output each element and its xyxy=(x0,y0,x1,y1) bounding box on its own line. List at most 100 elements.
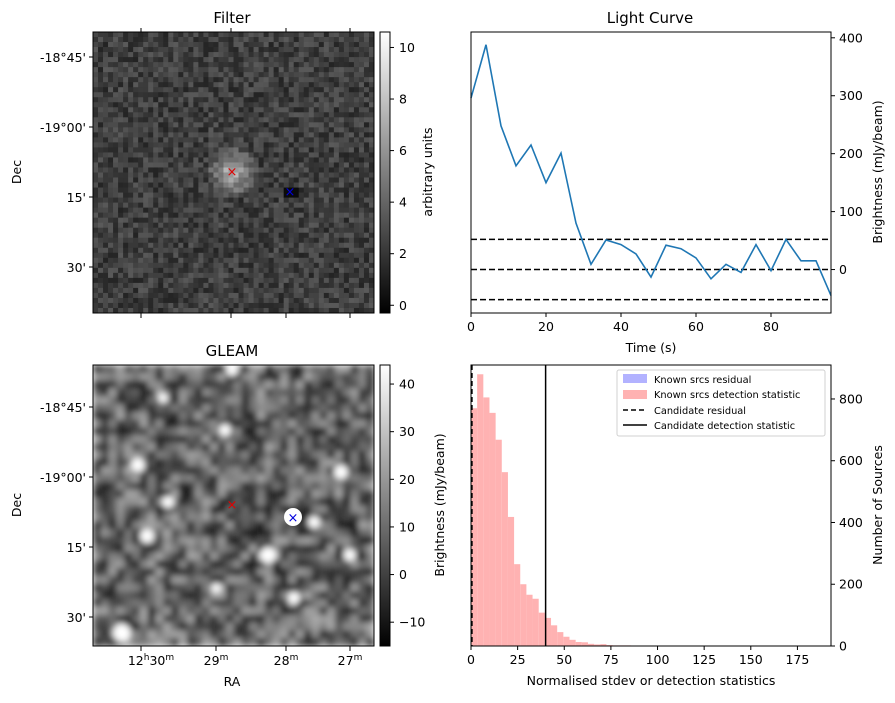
gleam-pixel xyxy=(327,365,335,373)
gleam-pixel xyxy=(273,521,281,529)
gleam-pixel xyxy=(280,420,288,428)
filter-pixel xyxy=(93,157,98,162)
filter-pixel xyxy=(108,72,113,77)
filter-pixel xyxy=(193,303,198,308)
filter-pixel xyxy=(329,47,334,52)
filter-pixel xyxy=(208,37,213,42)
filter-pixel xyxy=(188,32,193,37)
filter-pixel xyxy=(244,122,249,127)
gleam-pixel xyxy=(351,443,359,451)
filter-pixel xyxy=(128,97,133,102)
filter-pixel xyxy=(329,238,334,243)
gleam-pixel xyxy=(343,404,351,412)
filter-pixel xyxy=(294,248,299,253)
filter-pixel xyxy=(148,147,153,152)
filter-pixel xyxy=(113,87,118,92)
filter-pixel xyxy=(193,107,198,112)
filter-pixel xyxy=(254,47,259,52)
filter-pixel xyxy=(193,147,198,152)
filter-pixel xyxy=(299,152,304,157)
filter-pixel xyxy=(148,87,153,92)
filter-pixel xyxy=(148,303,153,308)
filter-pixel xyxy=(349,288,354,293)
filter-pixel xyxy=(123,52,128,57)
filter-pixel xyxy=(259,238,264,243)
filter-pixel xyxy=(329,273,334,278)
gleam-pixel xyxy=(257,576,265,584)
filter-pixel xyxy=(223,258,228,263)
gleam-pixel xyxy=(249,607,257,615)
filter-pixel xyxy=(299,87,304,92)
gleam-pixel xyxy=(226,638,234,646)
filter-pixel xyxy=(259,248,264,253)
filter-pixel xyxy=(183,37,188,42)
filter-pixel xyxy=(118,258,123,263)
filter-pixel xyxy=(93,72,98,77)
gleam-pixel xyxy=(358,615,366,623)
colorbar-tick-label: 2 xyxy=(399,246,407,261)
filter-pixel xyxy=(334,293,339,298)
filter-pixel xyxy=(213,303,218,308)
filter-pixel xyxy=(364,198,369,203)
filter-pixel xyxy=(359,293,364,298)
filter-pixel xyxy=(269,147,274,152)
filter-pixel xyxy=(208,77,213,82)
filter-pixel xyxy=(218,62,223,67)
filter-pixel xyxy=(198,42,203,47)
filter-pixel xyxy=(183,32,188,37)
gleam-pixel xyxy=(163,521,171,529)
filter-pixel xyxy=(193,203,198,208)
gleam-pixel xyxy=(163,420,171,428)
filter-pixel xyxy=(98,183,103,188)
filter-pixel xyxy=(133,67,138,72)
filter-pixel xyxy=(98,273,103,278)
filter-pixel xyxy=(249,263,254,268)
filter-pixel xyxy=(294,167,299,172)
filter-pixel xyxy=(344,273,349,278)
filter-pixel xyxy=(259,67,264,72)
gleam-pixel xyxy=(304,404,312,412)
filter-pixel xyxy=(168,77,173,82)
filter-pixel xyxy=(133,37,138,42)
filter-pixel xyxy=(93,193,98,198)
filter-pixel xyxy=(143,132,148,137)
filter-pixel xyxy=(254,278,259,283)
filter-pixel xyxy=(158,248,163,253)
gleam-pixel xyxy=(109,482,117,490)
gleam-pixel xyxy=(358,552,366,560)
gleam-pixel xyxy=(241,584,249,592)
gleam-pixel xyxy=(343,482,351,490)
gleam-pixel xyxy=(124,381,132,389)
filter-pixel xyxy=(364,102,369,107)
filter-pixel xyxy=(173,278,178,283)
filter-pixel xyxy=(213,57,218,62)
filter-pixel xyxy=(254,273,259,278)
gleam-pixel xyxy=(116,388,124,396)
filter-pixel xyxy=(223,57,228,62)
filter-pixel xyxy=(344,288,349,293)
filter-pixel xyxy=(103,188,108,193)
gleam-pixel xyxy=(202,513,210,521)
filter-pixel xyxy=(239,72,244,77)
filter-pixel xyxy=(289,157,294,162)
gleam-pixel xyxy=(171,466,179,474)
gleam-pixel xyxy=(179,365,187,373)
filter-pixel xyxy=(239,117,244,122)
filter-pixel xyxy=(234,47,239,52)
gleam-pixel xyxy=(171,599,179,607)
gleam-pixel xyxy=(210,506,218,514)
filter-pixel xyxy=(259,87,264,92)
gleam-pixel xyxy=(234,435,242,443)
filter-pixel xyxy=(153,107,158,112)
filter-pixel xyxy=(269,228,274,233)
filter-pixel xyxy=(274,37,279,42)
filter-pixel xyxy=(244,173,249,178)
filter-pixel xyxy=(143,238,148,243)
filter-pixel xyxy=(284,87,289,92)
filter-pixel xyxy=(218,268,223,273)
filter-pixel xyxy=(334,62,339,67)
filter-pixel xyxy=(198,112,203,117)
filter-pixel xyxy=(339,243,344,248)
filter-pixel xyxy=(264,167,269,172)
light-curve-ylabel: Brightness (mJy/beam) xyxy=(870,100,885,243)
